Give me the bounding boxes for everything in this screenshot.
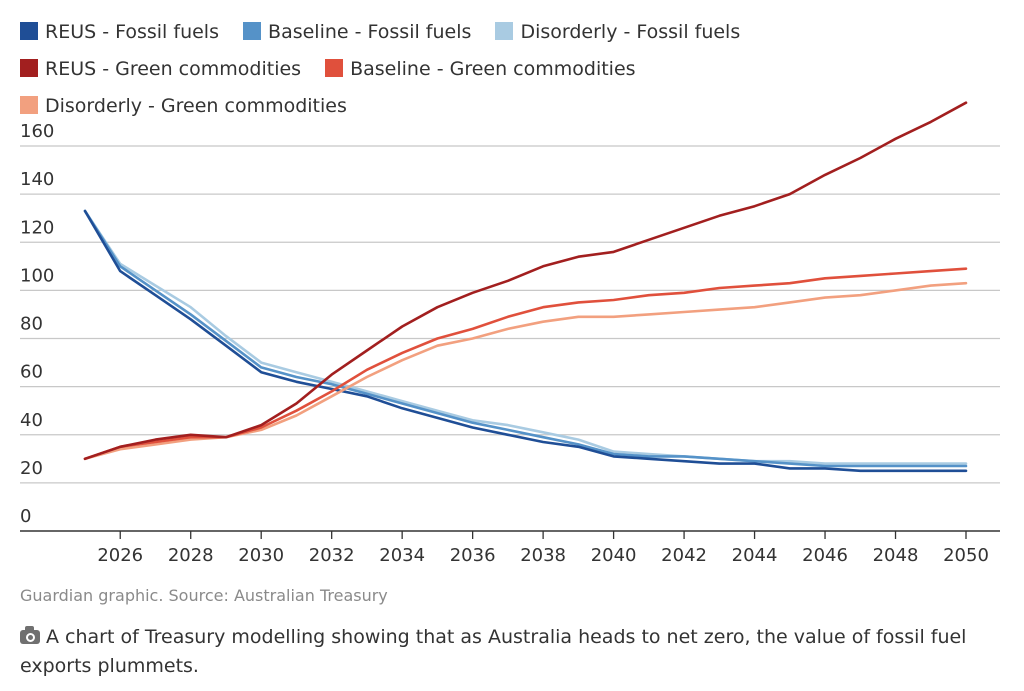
legend-label: Baseline - Green commodities: [350, 58, 636, 80]
series-line-disorderly-fossil-fuels: [83, 209, 968, 465]
x-tick-label: 2040: [591, 545, 637, 566]
legend-label: Disorderly - Fossil fuels: [520, 21, 741, 43]
legend-label: Disorderly - Green commodities: [45, 95, 347, 117]
legend-item-baseline-green: Baseline - Green commodities: [325, 51, 636, 88]
legend-label: REUS - Green commodities: [45, 58, 302, 80]
y-tick-label: 100: [20, 265, 54, 286]
chart-legend: REUS - Fossil fuels Baseline - Fossil fu…: [20, 14, 1000, 125]
x-axis: 2026 2028 2030 2032 2034 2036 2038 2040 2042 2044…: [20, 530, 1000, 566]
x-tick-label: 2050: [943, 545, 989, 566]
y-tick-label: 120: [20, 217, 54, 238]
y-tick-label: 80: [20, 314, 43, 335]
legend-item-reus-green: REUS - Green commodities: [20, 51, 301, 88]
legend-swatch: [495, 22, 514, 40]
series-lines: [83, 101, 968, 473]
legend-label: REUS - Fossil fuels: [45, 21, 219, 43]
camera-icon: [20, 626, 40, 644]
x-tick-label: 2048: [873, 545, 919, 566]
y-tick-label: 0: [20, 506, 31, 527]
x-tick-label: 2036: [450, 545, 496, 566]
x-tick-label: 2044: [732, 545, 778, 566]
legend-label: Baseline - Fossil fuels: [268, 21, 472, 43]
legend-swatch: [20, 96, 38, 114]
legend-swatch: [20, 22, 38, 40]
x-tick-label: 2034: [379, 545, 425, 566]
x-tick-label: 2030: [238, 545, 284, 566]
series-line-reus-fossil-fuels: [83, 209, 968, 473]
caption-text: A chart of Treasury modelling showing th…: [20, 626, 967, 677]
legend-swatch: [243, 22, 262, 40]
y-axis-tick-labels: 0 20 40 60 80 100 120 140 160: [20, 121, 54, 527]
series-line-baseline-fossil-fuels: [83, 209, 968, 468]
y-tick-label: 160: [20, 121, 54, 142]
x-tick-label: 2026: [97, 545, 143, 566]
legend-item-reus-fossil: REUS - Fossil fuels: [20, 14, 219, 51]
gridlines: [20, 145, 1000, 484]
legend-item-disorderly-fossil: Disorderly - Fossil fuels: [495, 14, 740, 51]
legend-swatch: [325, 59, 344, 77]
y-tick-label: 40: [20, 410, 43, 431]
series-line-reus-green-commodities: [83, 101, 968, 461]
x-tick-label: 2038: [520, 545, 566, 566]
y-tick-label: 20: [20, 458, 43, 479]
image-caption: A chart of Treasury modelling showing th…: [20, 623, 1010, 681]
legend-item-disorderly-green: Disorderly - Green commodities: [20, 88, 347, 125]
source-note: Guardian graphic. Source: Australian Tre…: [20, 586, 388, 605]
x-tick-label: 2028: [168, 545, 214, 566]
legend-item-baseline-fossil: Baseline - Fossil fuels: [243, 14, 471, 51]
y-tick-label: 140: [20, 169, 54, 190]
x-tick-label: 2046: [802, 545, 848, 566]
legend-swatch: [20, 59, 38, 77]
y-tick-label: 60: [20, 362, 43, 383]
x-tick-label: 2032: [309, 545, 355, 566]
x-tick-label: 2042: [661, 545, 707, 566]
